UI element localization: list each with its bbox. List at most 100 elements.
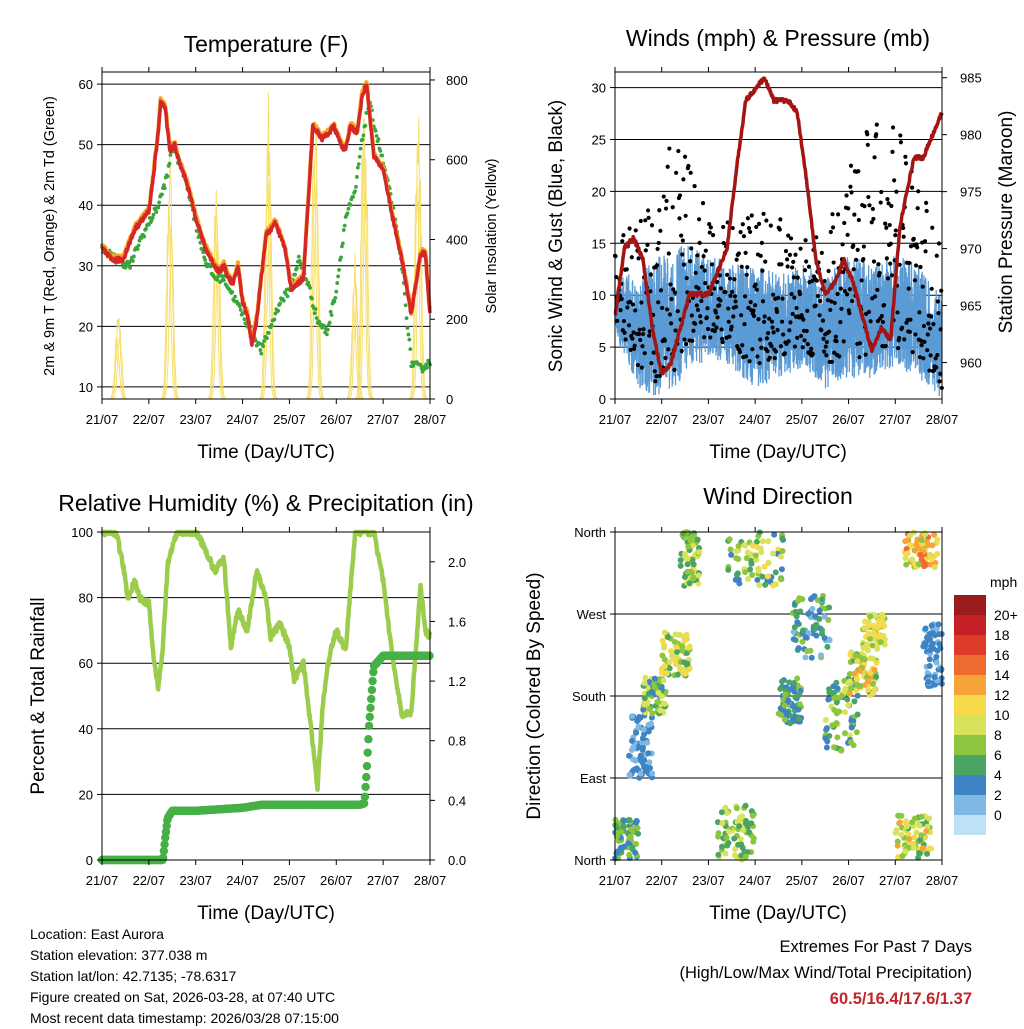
- direction-point: [723, 834, 730, 841]
- direction-point: [917, 836, 924, 843]
- gust-point: [796, 315, 801, 320]
- dewpoint-point: [355, 175, 359, 179]
- direction-point: [922, 531, 929, 538]
- gust-point: [670, 205, 675, 210]
- direction-point: [674, 671, 681, 678]
- gust-point: [865, 142, 870, 147]
- gust-point: [856, 169, 861, 174]
- gust-point: [922, 239, 928, 244]
- direction-point: [715, 851, 722, 858]
- precip-point: [363, 748, 372, 757]
- dewpoint-point: [327, 320, 332, 325]
- direction-point: [679, 647, 686, 654]
- gust-point: [845, 232, 850, 237]
- gust-point: [782, 351, 787, 356]
- dewpoint-point: [404, 316, 409, 321]
- direction-point: [779, 548, 786, 555]
- direction-point: [633, 729, 640, 736]
- colorbar-swatch: [954, 755, 986, 775]
- gust-point: [745, 216, 750, 221]
- gust-point: [916, 189, 921, 194]
- direction-point: [909, 556, 916, 563]
- solar-insolation-trace: [308, 179, 325, 400]
- direction-point: [874, 645, 881, 652]
- gust-point: [631, 346, 637, 351]
- pressure-line: [613, 76, 944, 376]
- gust-point: [849, 190, 854, 195]
- winds-xlabel: Time (Day/UTC): [709, 442, 847, 463]
- direction-point: [665, 633, 672, 640]
- direction-point: [894, 838, 901, 845]
- gust-point: [723, 289, 728, 295]
- gust-point: [720, 340, 725, 345]
- direction-point: [771, 531, 778, 538]
- gust-point: [922, 339, 927, 344]
- gust-point: [667, 146, 672, 151]
- gust-point: [747, 229, 753, 235]
- direction-point: [795, 715, 802, 722]
- gust-point: [733, 299, 738, 304]
- direction-point: [637, 770, 644, 777]
- direction-point: [781, 716, 788, 723]
- dewpoint-point: [201, 250, 206, 255]
- direction-point: [649, 710, 656, 717]
- gust-point: [665, 164, 670, 169]
- direction-point: [644, 739, 651, 746]
- gust-point: [673, 328, 678, 333]
- direction-point: [753, 538, 760, 545]
- direction-point: [871, 629, 878, 636]
- direction-point: [822, 735, 829, 742]
- humidity-ytick-label: 80: [79, 591, 93, 606]
- direction-point: [829, 722, 836, 729]
- temperature-ytick-label: 10: [79, 380, 93, 395]
- gust-point: [628, 347, 633, 352]
- winds-xtick-label: 26/07: [832, 412, 865, 427]
- gust-point: [821, 336, 826, 341]
- direction-point: [647, 764, 654, 771]
- gust-point: [697, 240, 702, 245]
- gust-point: [691, 328, 696, 333]
- gust-point: [740, 222, 745, 227]
- dewpoint-point: [160, 192, 164, 197]
- gust-point: [630, 302, 636, 307]
- gust-point: [721, 240, 726, 246]
- gust-point: [775, 327, 780, 333]
- gust-point: [777, 227, 782, 232]
- dewpoint-point: [262, 339, 267, 343]
- gust-point: [934, 365, 939, 370]
- direction-point: [903, 561, 910, 568]
- direction-point: [742, 853, 749, 860]
- gust-point: [857, 341, 863, 346]
- direction-point: [933, 653, 940, 660]
- direction-point: [857, 667, 864, 674]
- dewpoint-point: [325, 332, 329, 337]
- temperature-title: Temperature (F): [184, 31, 349, 57]
- direction-point: [684, 568, 691, 575]
- dewpoint-point: [157, 200, 162, 205]
- gust-point: [930, 225, 935, 230]
- dewpoint-point: [150, 215, 155, 220]
- direction-point: [681, 573, 688, 580]
- humidity-xlabel: Time (Day/UTC): [197, 903, 335, 924]
- direction-point: [651, 684, 658, 691]
- gust-point: [661, 194, 666, 199]
- gust-point: [640, 344, 645, 349]
- dewpoint-point: [281, 298, 286, 303]
- dewpoint-point: [265, 336, 269, 341]
- gust-point: [935, 352, 940, 358]
- gust-point: [785, 264, 790, 269]
- dewpoint-point: [221, 278, 226, 283]
- gust-point: [798, 246, 803, 251]
- gust-point: [689, 313, 694, 318]
- direction-point: [906, 532, 913, 539]
- gust-point: [737, 350, 743, 355]
- gust-point: [705, 306, 710, 311]
- direction-point: [626, 816, 633, 823]
- direction-point: [869, 680, 876, 687]
- gust-point: [726, 319, 731, 324]
- gust-point: [699, 298, 704, 304]
- gust-point: [898, 133, 903, 138]
- gust-point: [781, 332, 786, 337]
- pressure-ytick-label: 960: [960, 356, 982, 371]
- direction-point: [625, 840, 632, 847]
